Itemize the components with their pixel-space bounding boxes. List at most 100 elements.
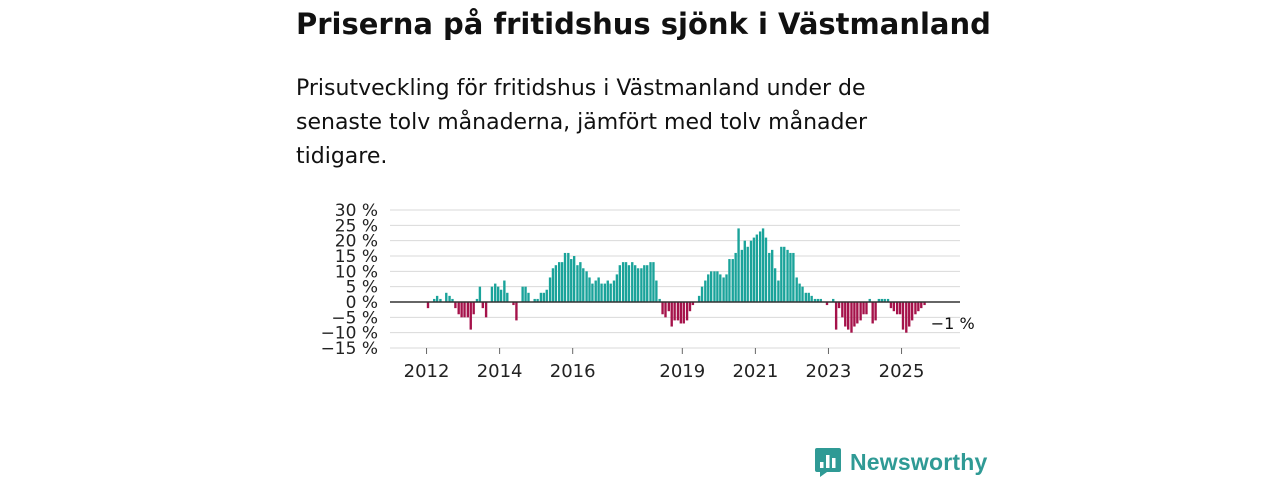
- bar: [579, 262, 582, 302]
- bar: [880, 298, 883, 302]
- bar: [597, 277, 600, 302]
- bar: [667, 302, 670, 312]
- bar: [591, 283, 594, 302]
- bar: [615, 274, 619, 302]
- y-tick-label: −5 %: [331, 308, 378, 328]
- bar: [621, 262, 625, 302]
- y-tick-label: −10 %: [321, 324, 378, 344]
- bar: [755, 234, 759, 302]
- bar: [697, 295, 701, 302]
- bar: [636, 268, 640, 302]
- chart-title: Priserna på fritidshus sjönk i Västmanla…: [296, 7, 991, 41]
- bar-chart: 30 %25 %20 %15 %10 %5 %0 %−5 %−10 %−15 %…: [321, 201, 975, 382]
- bar: [731, 259, 734, 302]
- bar: [850, 302, 853, 333]
- bar: [506, 292, 509, 302]
- bar: [832, 298, 835, 302]
- bar: [445, 292, 448, 302]
- bar: [454, 302, 457, 309]
- bar: [576, 265, 579, 302]
- bar: [813, 298, 817, 302]
- bar: [841, 302, 844, 318]
- bar: [682, 302, 685, 324]
- bar: [816, 298, 820, 302]
- bar: [664, 302, 667, 318]
- bar: [868, 298, 871, 302]
- bar: [499, 289, 503, 302]
- bar: [551, 268, 555, 302]
- bar: [810, 295, 813, 302]
- bar: [652, 262, 655, 302]
- y-axis-ticks: 30 %25 %20 %15 %10 %5 %0 %−5 %−10 %−15 %: [321, 201, 378, 359]
- bar: [910, 302, 914, 321]
- bar: [740, 249, 744, 302]
- bar: [898, 302, 902, 315]
- y-tick-label: 20 %: [335, 232, 378, 252]
- bar: [853, 302, 856, 327]
- bar: [567, 252, 570, 302]
- bar: [539, 292, 543, 302]
- bar: [786, 249, 789, 302]
- bar: [627, 265, 631, 302]
- bar: [719, 274, 722, 302]
- bar: [600, 283, 603, 302]
- brand-name: Newsworthy: [850, 448, 988, 475]
- bar: [895, 302, 899, 315]
- bar: [700, 286, 704, 302]
- bar: [524, 286, 527, 302]
- bar: [472, 302, 475, 315]
- bar: [484, 302, 488, 318]
- bar: [771, 249, 774, 302]
- bar: [503, 280, 506, 302]
- bar: [749, 240, 753, 302]
- bar: [798, 283, 801, 302]
- y-tick-label: 10 %: [335, 262, 378, 282]
- bar: [633, 265, 637, 302]
- bar: [588, 277, 591, 302]
- bar: [435, 295, 439, 302]
- chart-subtitle: Prisutveckling för fritidshus i Västmanl…: [296, 76, 868, 169]
- bar: [847, 302, 850, 330]
- bar: [612, 280, 616, 302]
- bar: [917, 302, 920, 312]
- bar: [905, 302, 908, 333]
- x-tick-label: 2016: [550, 361, 596, 382]
- bar: [789, 252, 792, 302]
- bar: [557, 262, 561, 302]
- bar: [892, 302, 896, 312]
- bar: [725, 274, 728, 302]
- bar: [768, 252, 771, 302]
- bar: [859, 302, 862, 321]
- bar: [856, 302, 859, 324]
- bar: [795, 277, 798, 302]
- bar: [777, 280, 780, 302]
- bar: [889, 302, 893, 309]
- x-tick-label: 2025: [879, 361, 925, 382]
- bar: [819, 298, 822, 302]
- bar: [527, 292, 530, 302]
- bar: [658, 298, 661, 302]
- bar: [439, 298, 442, 302]
- bar: [570, 259, 573, 302]
- bar: [716, 271, 719, 302]
- bar: [737, 228, 740, 302]
- bar: [457, 302, 460, 315]
- bar: [624, 262, 628, 302]
- brand-logo[interactable]: Newsworthy: [814, 444, 987, 480]
- bar: [646, 265, 649, 302]
- x-tick-label: 2019: [659, 361, 705, 382]
- bar: [883, 298, 886, 302]
- bar: [560, 262, 564, 302]
- bar: [804, 292, 807, 302]
- bar: [572, 256, 576, 302]
- bar: [649, 262, 652, 302]
- bar: [475, 298, 479, 302]
- bar: [837, 302, 841, 309]
- bar: [676, 302, 680, 321]
- bar: [801, 286, 804, 302]
- bar: [496, 286, 500, 302]
- x-tick-label: 2014: [477, 361, 523, 382]
- bar: [679, 302, 683, 324]
- bar: [631, 262, 634, 302]
- bar: [521, 286, 524, 302]
